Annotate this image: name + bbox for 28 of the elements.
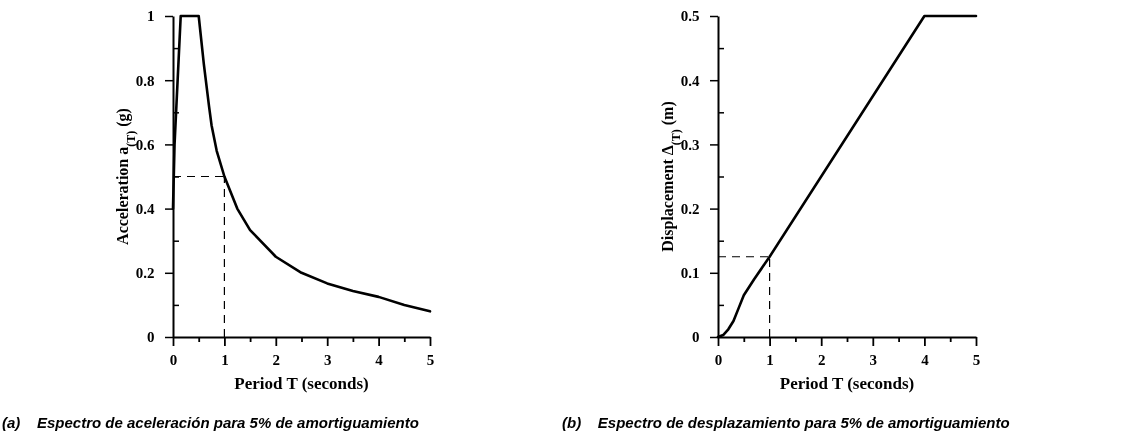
x-tick-label: 5 bbox=[426, 351, 435, 368]
x-tick-label: 4 bbox=[921, 351, 930, 368]
y-tick-label: 0.8 bbox=[135, 72, 155, 89]
y-tick-label: 0 bbox=[692, 329, 700, 346]
y-tick-label: 0.5 bbox=[680, 8, 700, 25]
x-tick-label: 3 bbox=[869, 351, 878, 368]
x-tick-label: 5 bbox=[972, 351, 981, 368]
y-tick-label: 0.1 bbox=[680, 265, 700, 282]
x-tick-label: 1 bbox=[766, 351, 774, 368]
x-tick-label: 1 bbox=[221, 351, 229, 368]
y-tick-label: 0.3 bbox=[680, 136, 700, 153]
text: (a) Espectro de aceleración para 5% de amortiguamiento bbox=[2, 414, 419, 431]
x-tick-label: 0 bbox=[169, 351, 178, 368]
x-tick-label: 2 bbox=[272, 351, 281, 368]
y-tick-label: 0.6 bbox=[135, 136, 155, 153]
y-tick-label: 0.2 bbox=[135, 265, 155, 282]
x-tick-label: 3 bbox=[323, 351, 332, 368]
y-tick-label: 0.4 bbox=[680, 72, 700, 89]
x-tick-label: 0 bbox=[714, 351, 723, 368]
x-tick-label: 4 bbox=[375, 351, 384, 368]
y-tick-label: 0.4 bbox=[135, 200, 155, 217]
text: (b) Espectro de desplazamiento para 5% de amortiguamiento bbox=[562, 414, 1010, 431]
y-tick-label: 1 bbox=[147, 8, 155, 25]
x-axis-title: Period T (seconds) bbox=[234, 374, 369, 393]
x-tick-label: 2 bbox=[817, 351, 826, 368]
x-axis-title: Period T (seconds) bbox=[779, 374, 915, 393]
y-tick-label: 0 bbox=[147, 329, 155, 346]
y-tick-label: 0.2 bbox=[680, 200, 700, 217]
